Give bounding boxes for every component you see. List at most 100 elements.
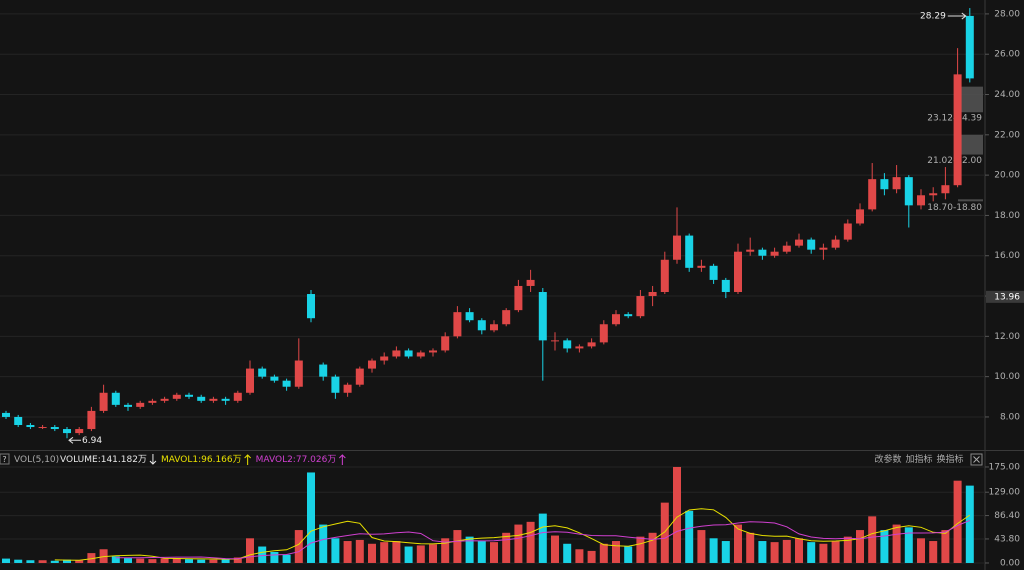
volume-bar <box>148 559 157 563</box>
readout-arrow <box>149 454 157 465</box>
candle-body <box>197 396 206 401</box>
volume-readout: MAVOL1:96.166万 <box>161 455 242 465</box>
volume-bar <box>258 546 267 563</box>
candle-body <box>953 74 962 186</box>
volume-bar <box>465 536 474 563</box>
candle-body <box>453 312 462 337</box>
y-tick-label: 26.00 <box>994 50 1020 60</box>
last-price-label: 13.96 <box>994 292 1020 302</box>
toolbar-button[interactable]: 加指标 <box>905 453 932 465</box>
toolbar-button[interactable]: 换指标 <box>936 453 963 465</box>
candle-body <box>233 392 242 401</box>
candle-body <box>148 400 157 403</box>
candle-body <box>368 360 376 369</box>
candle-body <box>14 416 23 426</box>
volume-bar <box>416 545 425 563</box>
volume-readout: MAVOL2:77.026万 <box>256 455 337 465</box>
volume-bar <box>526 521 535 563</box>
volume-bar <box>575 549 584 563</box>
volume-bar <box>807 542 816 563</box>
volume-bar <box>404 546 413 563</box>
volume-bar <box>490 542 498 563</box>
volume-bar <box>429 544 437 563</box>
volume-bar <box>770 542 779 563</box>
toolbar-button[interactable]: 改参数 <box>874 453 901 465</box>
candle-body <box>343 384 352 393</box>
y-tick-label: 43.80 <box>994 534 1020 544</box>
candle-body <box>307 294 315 319</box>
candle-body <box>709 265 718 280</box>
candle-body <box>26 425 35 428</box>
candle-body <box>355 368 364 385</box>
help-box[interactable] <box>0 453 10 465</box>
y-tick-label: 86.40 <box>994 511 1020 521</box>
volume-bar <box>282 554 291 563</box>
candle-body <box>331 376 340 393</box>
volume-bar <box>734 524 742 563</box>
volume-bar <box>819 543 828 563</box>
candle-body <box>831 239 840 248</box>
volume-bar <box>221 559 230 563</box>
volume-bar <box>758 541 767 563</box>
candle-body <box>87 410 96 430</box>
volume-bar <box>307 472 315 563</box>
y-tick-label: 18.00 <box>994 211 1020 221</box>
candle-body <box>380 356 389 361</box>
candle-body <box>904 177 913 206</box>
volume-bar <box>648 532 657 563</box>
volume-bar <box>368 543 376 563</box>
y-tick-label: 16.00 <box>994 251 1020 261</box>
volume-bar <box>343 541 352 563</box>
volume-bar <box>209 559 218 563</box>
y-tick-label: 8.00 <box>1000 412 1020 422</box>
candle-body <box>648 292 657 297</box>
y-tick-label: 24.00 <box>994 90 1020 100</box>
volume-readout: VOLUME:141.182万 <box>60 455 147 465</box>
candle-body <box>843 223 852 240</box>
candle-body <box>392 350 401 357</box>
candle-body <box>538 292 547 341</box>
volume-bar <box>624 546 633 563</box>
help-text[interactable]: ? <box>2 455 6 464</box>
high-label: 28.29 <box>920 12 946 22</box>
volume-bar <box>685 510 694 563</box>
y-tick-label: 22.00 <box>994 130 1020 140</box>
candle-body <box>575 346 584 349</box>
candle-body <box>795 239 803 246</box>
candle-body <box>99 392 108 411</box>
candle-body <box>160 398 169 401</box>
candle-body <box>880 179 889 190</box>
candle-body <box>563 340 572 349</box>
volume-bar <box>904 527 913 563</box>
close-icon <box>973 456 980 463</box>
volume-bar <box>185 559 193 563</box>
volume-bar <box>587 550 596 563</box>
candle-body <box>209 398 218 401</box>
volume-bar <box>856 530 864 563</box>
candle-body <box>75 429 84 434</box>
low-label: 6.94 <box>82 436 102 446</box>
close-button[interactable] <box>970 453 983 466</box>
y-tick-label: 28.00 <box>994 9 1020 19</box>
volume-bar <box>636 536 645 563</box>
volume-bar <box>87 553 96 563</box>
volume-bar <box>502 532 511 563</box>
candle-body <box>63 429 71 434</box>
candle-body <box>221 398 230 401</box>
volume-bar <box>563 543 572 563</box>
volume-bar <box>26 560 35 563</box>
candle-body <box>770 251 779 256</box>
volume-bar <box>392 541 401 563</box>
candle-body <box>246 368 254 393</box>
volume-bar <box>136 558 145 563</box>
volume-bar <box>795 538 803 563</box>
volume-bar <box>892 524 901 563</box>
volume-bar <box>941 530 950 563</box>
candle-body <box>965 15 974 79</box>
candle-body <box>599 324 608 343</box>
candle-body <box>294 360 303 387</box>
candle-body <box>660 259 669 293</box>
volume-bar <box>331 538 340 563</box>
